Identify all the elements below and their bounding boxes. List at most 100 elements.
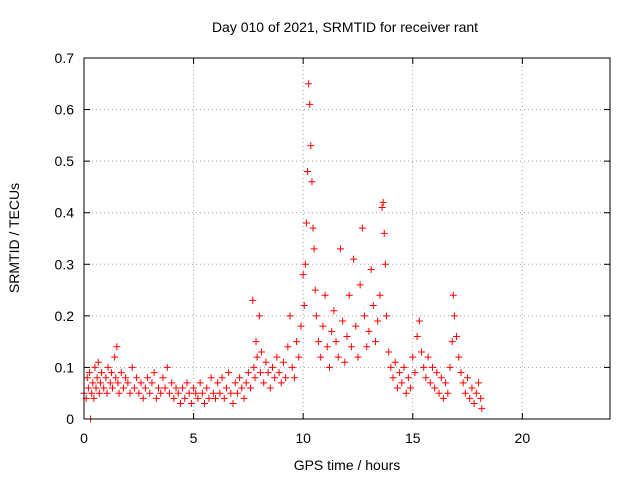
data-point <box>133 374 141 382</box>
data-point <box>155 384 163 392</box>
data-point <box>252 338 260 346</box>
data-point <box>475 379 482 387</box>
data-point <box>181 394 189 402</box>
data-point <box>435 389 443 397</box>
data-point <box>100 384 108 392</box>
data-point <box>418 348 426 356</box>
data-point <box>367 265 375 273</box>
data-point <box>428 363 436 371</box>
data-point <box>190 384 198 392</box>
data-point <box>244 369 252 377</box>
data-point <box>152 394 160 402</box>
data-point <box>411 369 419 377</box>
data-point <box>205 394 213 402</box>
data-point <box>240 394 248 402</box>
data-point <box>216 389 224 397</box>
data-point <box>382 312 390 320</box>
data-point <box>247 384 255 392</box>
data-point <box>478 405 486 413</box>
data-point <box>282 374 290 382</box>
data-point <box>268 363 276 371</box>
data-point <box>393 384 401 392</box>
y-tick-label: 0.4 <box>55 205 75 221</box>
data-point <box>477 394 485 402</box>
data-point <box>381 260 389 268</box>
data-point <box>242 379 250 387</box>
data-point <box>365 327 373 335</box>
data-point <box>330 307 338 315</box>
data-point <box>455 353 463 361</box>
data-point <box>358 224 366 232</box>
data-point <box>448 338 456 346</box>
data-point <box>371 338 379 346</box>
data-point <box>459 379 467 387</box>
y-tick-label: 0.2 <box>55 308 75 324</box>
data-point <box>93 374 101 382</box>
data-point <box>273 353 281 361</box>
data-point <box>387 363 395 371</box>
points-layer <box>80 80 486 423</box>
y-tick-label: 0.6 <box>55 102 75 118</box>
data-point <box>424 353 432 361</box>
data-point <box>466 394 474 402</box>
data-point <box>231 379 239 387</box>
data-point <box>284 343 292 351</box>
data-point <box>286 312 294 320</box>
data-point <box>356 281 364 289</box>
data-point <box>225 369 233 377</box>
data-point <box>203 384 211 392</box>
plot-frame <box>83 57 611 420</box>
y-tick-label: 0.3 <box>55 256 75 272</box>
data-point <box>302 219 310 227</box>
y-tick-label: 0.5 <box>55 153 75 169</box>
y-tick-label: 0.7 <box>55 50 75 66</box>
data-point <box>236 374 244 382</box>
data-point <box>194 394 202 402</box>
data-point <box>117 369 125 377</box>
data-point <box>233 389 241 397</box>
data-point <box>88 389 96 397</box>
ticks-layer: 0 5 10 15 20 0 0.1 0.2 0.3 0.4 0.5 0.6 0.7 <box>55 50 610 446</box>
data-point <box>350 255 358 263</box>
data-point <box>139 394 147 402</box>
data-point <box>130 384 138 392</box>
data-point <box>374 317 382 325</box>
x-tick-label: 20 <box>515 430 531 446</box>
data-point <box>402 389 410 397</box>
data-point <box>295 353 303 361</box>
data-point <box>103 389 111 397</box>
data-point <box>310 245 318 253</box>
data-point <box>352 322 360 330</box>
data-point <box>126 389 134 397</box>
data-point <box>124 379 132 387</box>
data-point <box>431 384 439 392</box>
data-point <box>420 363 428 371</box>
data-point <box>111 353 119 361</box>
data-point <box>183 379 191 387</box>
data-point <box>84 384 92 392</box>
data-point <box>229 400 237 408</box>
data-point <box>176 400 184 408</box>
data-point <box>407 384 415 392</box>
data-point <box>253 353 261 361</box>
data-point <box>321 291 329 299</box>
data-point <box>433 369 441 377</box>
data-point <box>256 369 264 377</box>
data-point <box>163 363 171 371</box>
data-point <box>146 389 154 397</box>
data-point <box>299 271 307 279</box>
x-tick-label: 15 <box>405 430 421 446</box>
data-point <box>238 384 246 392</box>
data-point <box>449 291 457 299</box>
data-point <box>161 384 169 392</box>
data-point <box>279 358 287 366</box>
data-point <box>305 80 313 88</box>
data-point <box>115 389 123 397</box>
data-point <box>343 332 351 340</box>
data-point <box>297 322 305 330</box>
data-point <box>376 291 384 299</box>
data-point <box>288 363 296 371</box>
data-point <box>336 245 344 253</box>
data-point <box>170 394 178 402</box>
x-tick-label: 5 <box>190 430 198 446</box>
